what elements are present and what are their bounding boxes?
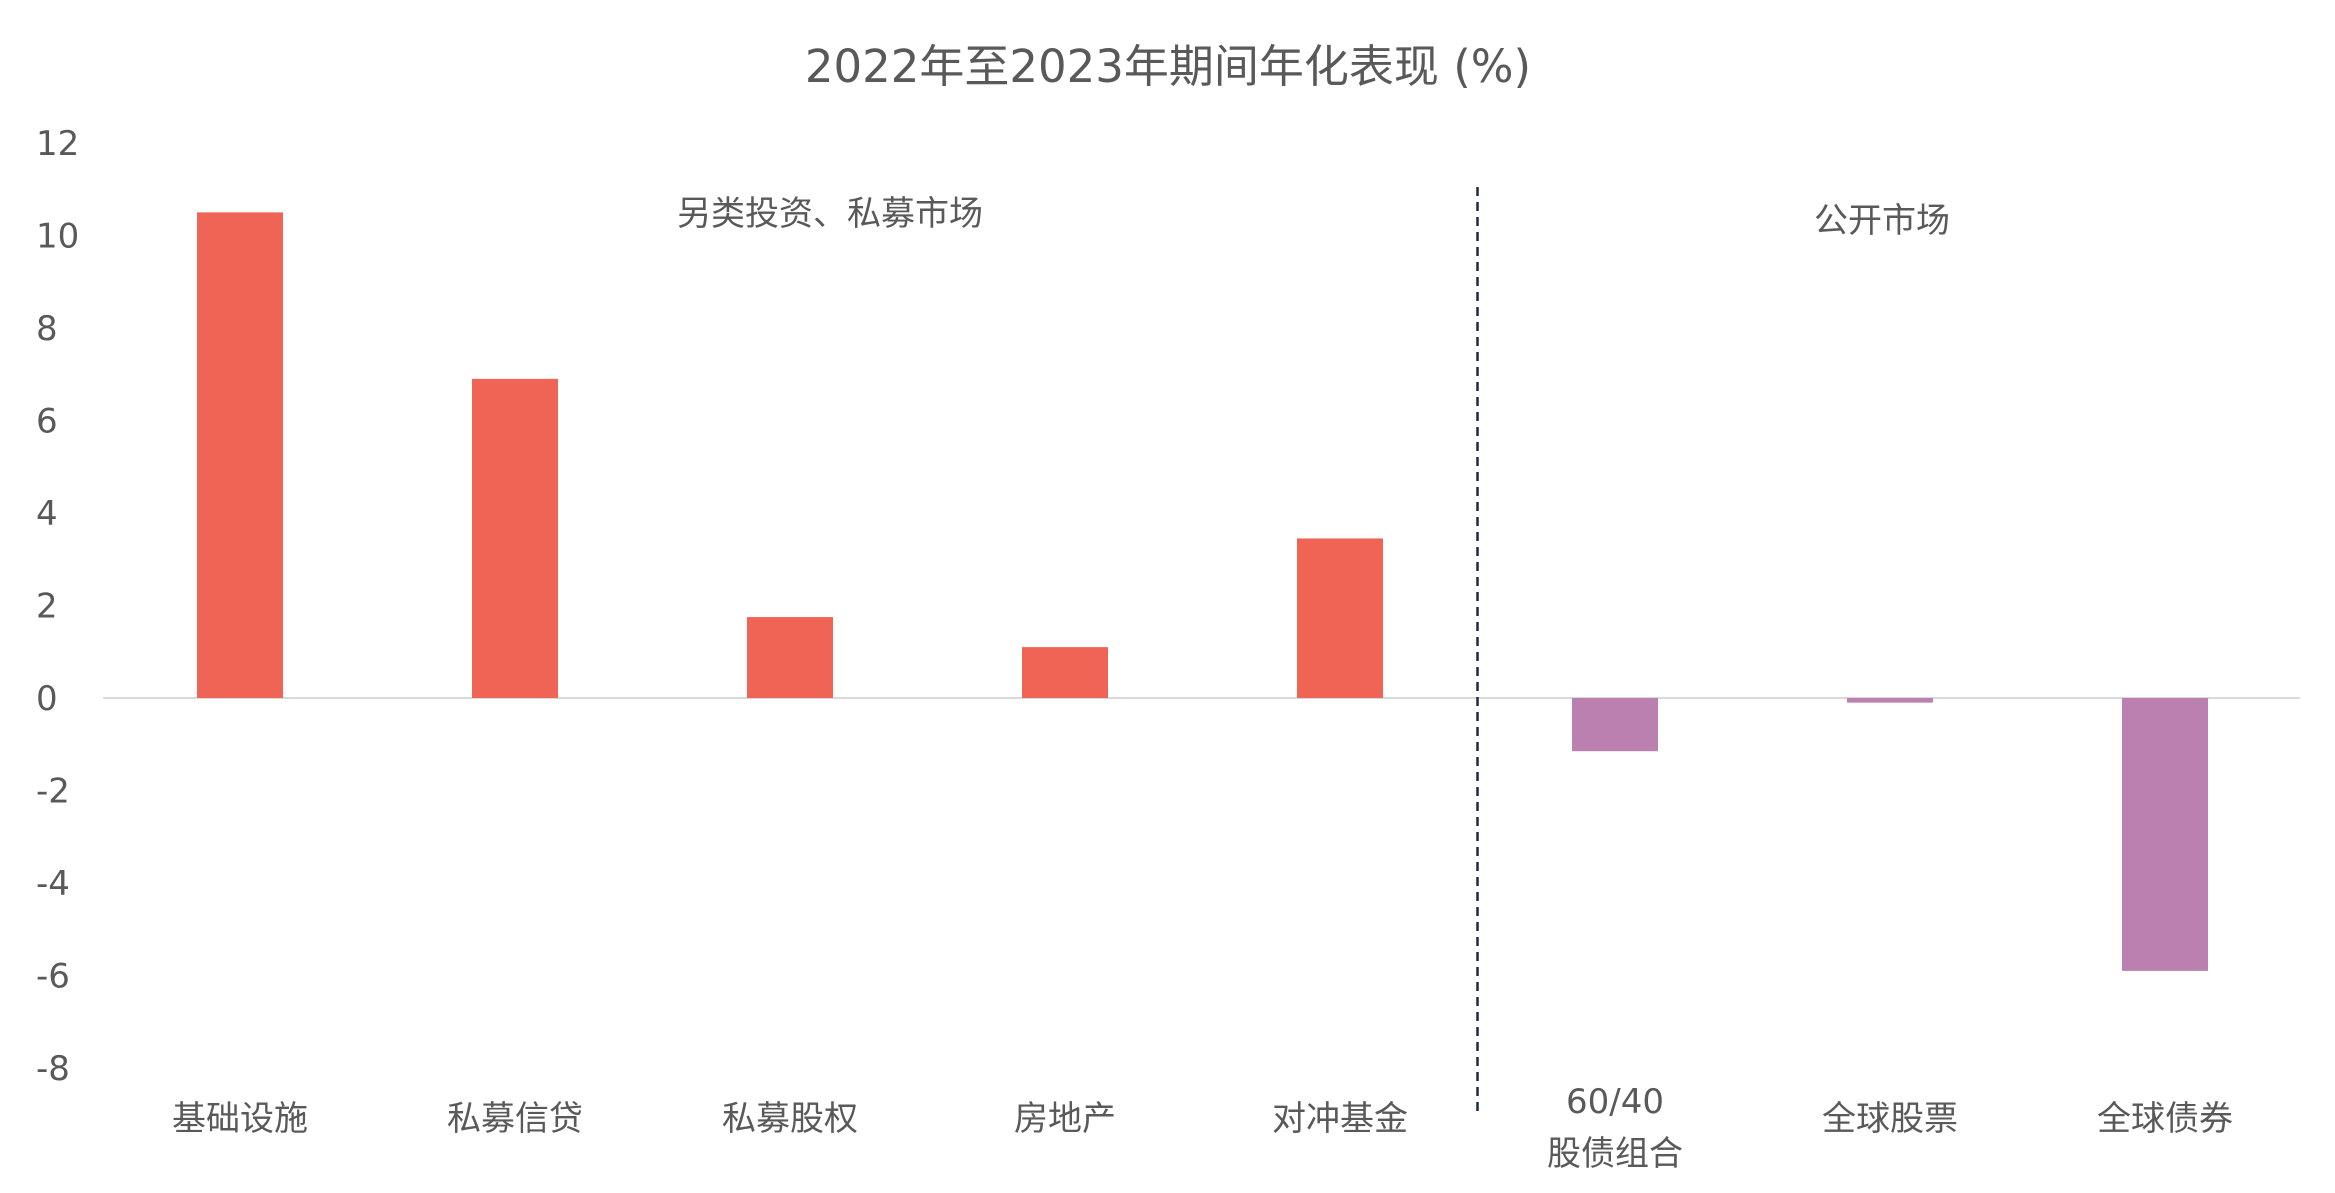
y-tick-label: -8 [36,1049,70,1089]
y-tick-label: 2 [36,587,58,627]
x-tick-label: 全球股票 [1822,1099,1958,1139]
y-axis: 12 10 8 6 4 2 0 -2 -4 -6 -8 [36,124,79,1089]
y-tick-label: -4 [36,864,70,904]
x-tick-label: 基础设施 [172,1099,308,1139]
bar [197,212,283,698]
x-tick-label: 私募信贷 [447,1099,583,1139]
y-tick-label: 10 [36,217,79,257]
bars [197,212,2208,971]
y-tick-label: 8 [36,309,58,349]
y-tick-label: 12 [36,124,79,164]
category-labels: 基础设施 私募信贷 私募股权 房地产 对冲基金 60/40 股债组合 全球股票 全球债券 [172,1082,2233,1174]
y-tick-label: -6 [36,957,70,997]
bar [472,378,558,698]
x-tick-label: 私募股权 [722,1099,858,1139]
y-tick-label: 4 [36,494,58,534]
chart-title: 2022年至2023年期间年化表现 (%) [805,40,1531,93]
bar [1022,647,1108,698]
group-label: 另类投资、私募市场 [677,194,983,234]
bar [1847,698,1933,703]
y-tick-label: -2 [36,772,70,812]
bar [2122,698,2208,971]
bar [747,617,833,698]
group-labels: 另类投资、私募市场 公开市场 [677,194,1950,241]
x-tick-label: 股债组合 [1547,1134,1683,1174]
group-label: 公开市场 [1814,201,1950,241]
y-tick-label: 6 [36,402,58,442]
x-tick-label: 60/40 [1566,1082,1664,1122]
bar [1297,538,1383,698]
y-tick-label: 0 [36,679,58,719]
x-tick-label: 对冲基金 [1272,1099,1408,1139]
x-tick-label: 全球债券 [2097,1099,2233,1139]
x-tick-label: 房地产 [1014,1099,1116,1139]
bar [1572,698,1658,752]
